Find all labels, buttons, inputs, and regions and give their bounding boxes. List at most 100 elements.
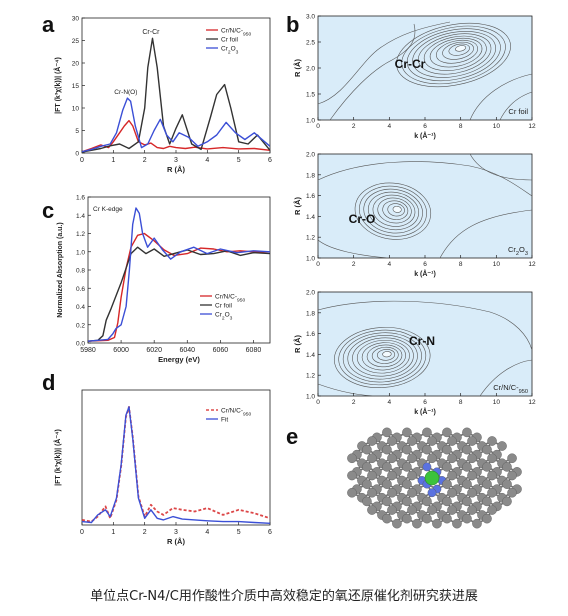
carbon-atom (447, 453, 457, 464)
annotation-cr-n-o: Cr-N(O) (114, 89, 137, 96)
legend-label: Fit (221, 417, 228, 424)
x-tick-label: 5 (237, 157, 241, 164)
carbon-atom (462, 479, 472, 489)
y-tick-label: 1.2 (306, 235, 315, 242)
x-tick-label: 6080 (246, 347, 262, 354)
contour-ring (382, 200, 409, 220)
y-tick-label: 3.0 (306, 14, 315, 21)
carbon-atom (447, 436, 457, 446)
x-tick-label: 6 (268, 529, 272, 536)
carbon-atom (402, 496, 412, 507)
y-tick-label: 1.0 (306, 256, 315, 263)
x-tick-label: 2 (352, 123, 356, 130)
contour-line (479, 359, 533, 397)
carbon-atom (482, 479, 492, 489)
x-tick-label: 1 (111, 529, 115, 536)
contour-ring (354, 182, 432, 240)
legend-label: Cr/N/C-950 (221, 28, 251, 38)
contour-ring (377, 349, 396, 361)
annotation-cr-k-edge: Cr K-edge (93, 206, 123, 213)
carbon-atom (387, 470, 397, 481)
series-line-cr-n-c-950 (82, 405, 270, 523)
x-tick-label: 4 (388, 123, 392, 130)
series-group (88, 207, 270, 342)
sample-label: Cr2O3 (508, 245, 528, 257)
carbon-atom (362, 496, 372, 507)
y-tick-label: 1.2 (76, 231, 85, 238)
sample-label: Cr/N/C-950 (493, 383, 528, 395)
x-tick-label: 6 (423, 261, 427, 268)
carbon-atom (467, 453, 477, 464)
carbon-atom (462, 444, 472, 455)
carbon-atom (362, 479, 372, 489)
carbon-atom (422, 444, 432, 455)
carbon-atom (407, 487, 417, 498)
contour-line (469, 73, 533, 121)
y-axis-label: R (Å) (293, 59, 302, 77)
y-tick-label: 2.0 (306, 290, 315, 297)
carbon-atom (442, 462, 452, 472)
contour-ring (406, 28, 501, 81)
series-line-cr2o3 (82, 97, 270, 153)
y-axis-label: |FT (k³χ(k))| (Å⁻⁴) (53, 429, 62, 486)
y-tick-label: 1.6 (76, 195, 85, 202)
y-axis-label: R (Å) (293, 335, 302, 353)
carbon-atom (382, 427, 392, 438)
contour-ring (423, 35, 487, 71)
contour-ring (356, 339, 410, 374)
carbon-atom (472, 518, 482, 529)
plot-frame (87, 196, 271, 344)
carbon-atom (407, 436, 417, 446)
carbon-atom (367, 453, 377, 464)
x-tick-label: 2 (352, 261, 356, 268)
carbon-atom (482, 444, 492, 455)
x-tick-label: 10 (493, 399, 501, 406)
contour-ring (377, 197, 412, 224)
y-tick-label: 0.0 (76, 341, 85, 348)
carbon-atom (447, 487, 457, 498)
chromium-atom (424, 470, 440, 486)
carbon-atom (507, 453, 517, 464)
x-tick-label: 3 (174, 157, 178, 164)
y-tick-label: 1.4 (306, 214, 315, 221)
carbon-atom (427, 436, 437, 446)
x-tick-label: 2 (352, 399, 356, 406)
contour-ring (359, 185, 427, 237)
y-tick-label: 0.4 (76, 304, 85, 311)
contour-ring (382, 351, 392, 358)
x-tick-label: 1 (111, 157, 115, 164)
contour-line (317, 161, 533, 197)
y-tick-label: 1.4 (76, 213, 85, 220)
panel-b-cr2o3: 0 2 4 6 8 10 12 1.0 1.2 1.4 1.6 1.8 2.0 k (Å⁻¹) R (Å) C… (293, 152, 536, 279)
carbon-atom (487, 505, 497, 515)
carbon-atom (422, 427, 432, 438)
carbon-atom (367, 436, 377, 446)
carbon-atom (347, 453, 357, 464)
contour-ring (387, 203, 405, 217)
peak-label: Cr-N (409, 334, 435, 348)
carbon-atom (392, 518, 402, 529)
y-tick-label: 1.2 (306, 373, 315, 380)
carbon-atom (362, 462, 372, 472)
carbon-atom (502, 462, 512, 472)
carbon-atom (502, 496, 512, 507)
x-tick-label: 2 (143, 529, 147, 536)
y-tick-label: 2.0 (306, 152, 315, 159)
peak-label: Cr-O (349, 212, 376, 226)
x-tick-label: 6020 (146, 347, 162, 354)
carbon-atom (507, 487, 517, 498)
y-tick-label: 2.0 (306, 66, 315, 73)
panel-letter: c (42, 198, 54, 223)
carbon-atom (442, 496, 452, 507)
x-tick-label: 10 (493, 261, 501, 268)
y-tick-label: 2.5 (306, 40, 315, 47)
carbon-atom (462, 427, 472, 438)
carbon-atom (382, 513, 392, 524)
y-axis-label: R (Å) (293, 197, 302, 215)
x-axis-label: Energy (eV) (158, 355, 200, 364)
contour-ring (442, 41, 474, 60)
x-tick-label: 6060 (213, 347, 229, 354)
contour-ring (448, 43, 470, 56)
contour-line (329, 23, 416, 121)
x-axis-label: k (Å⁻¹) (414, 131, 436, 140)
